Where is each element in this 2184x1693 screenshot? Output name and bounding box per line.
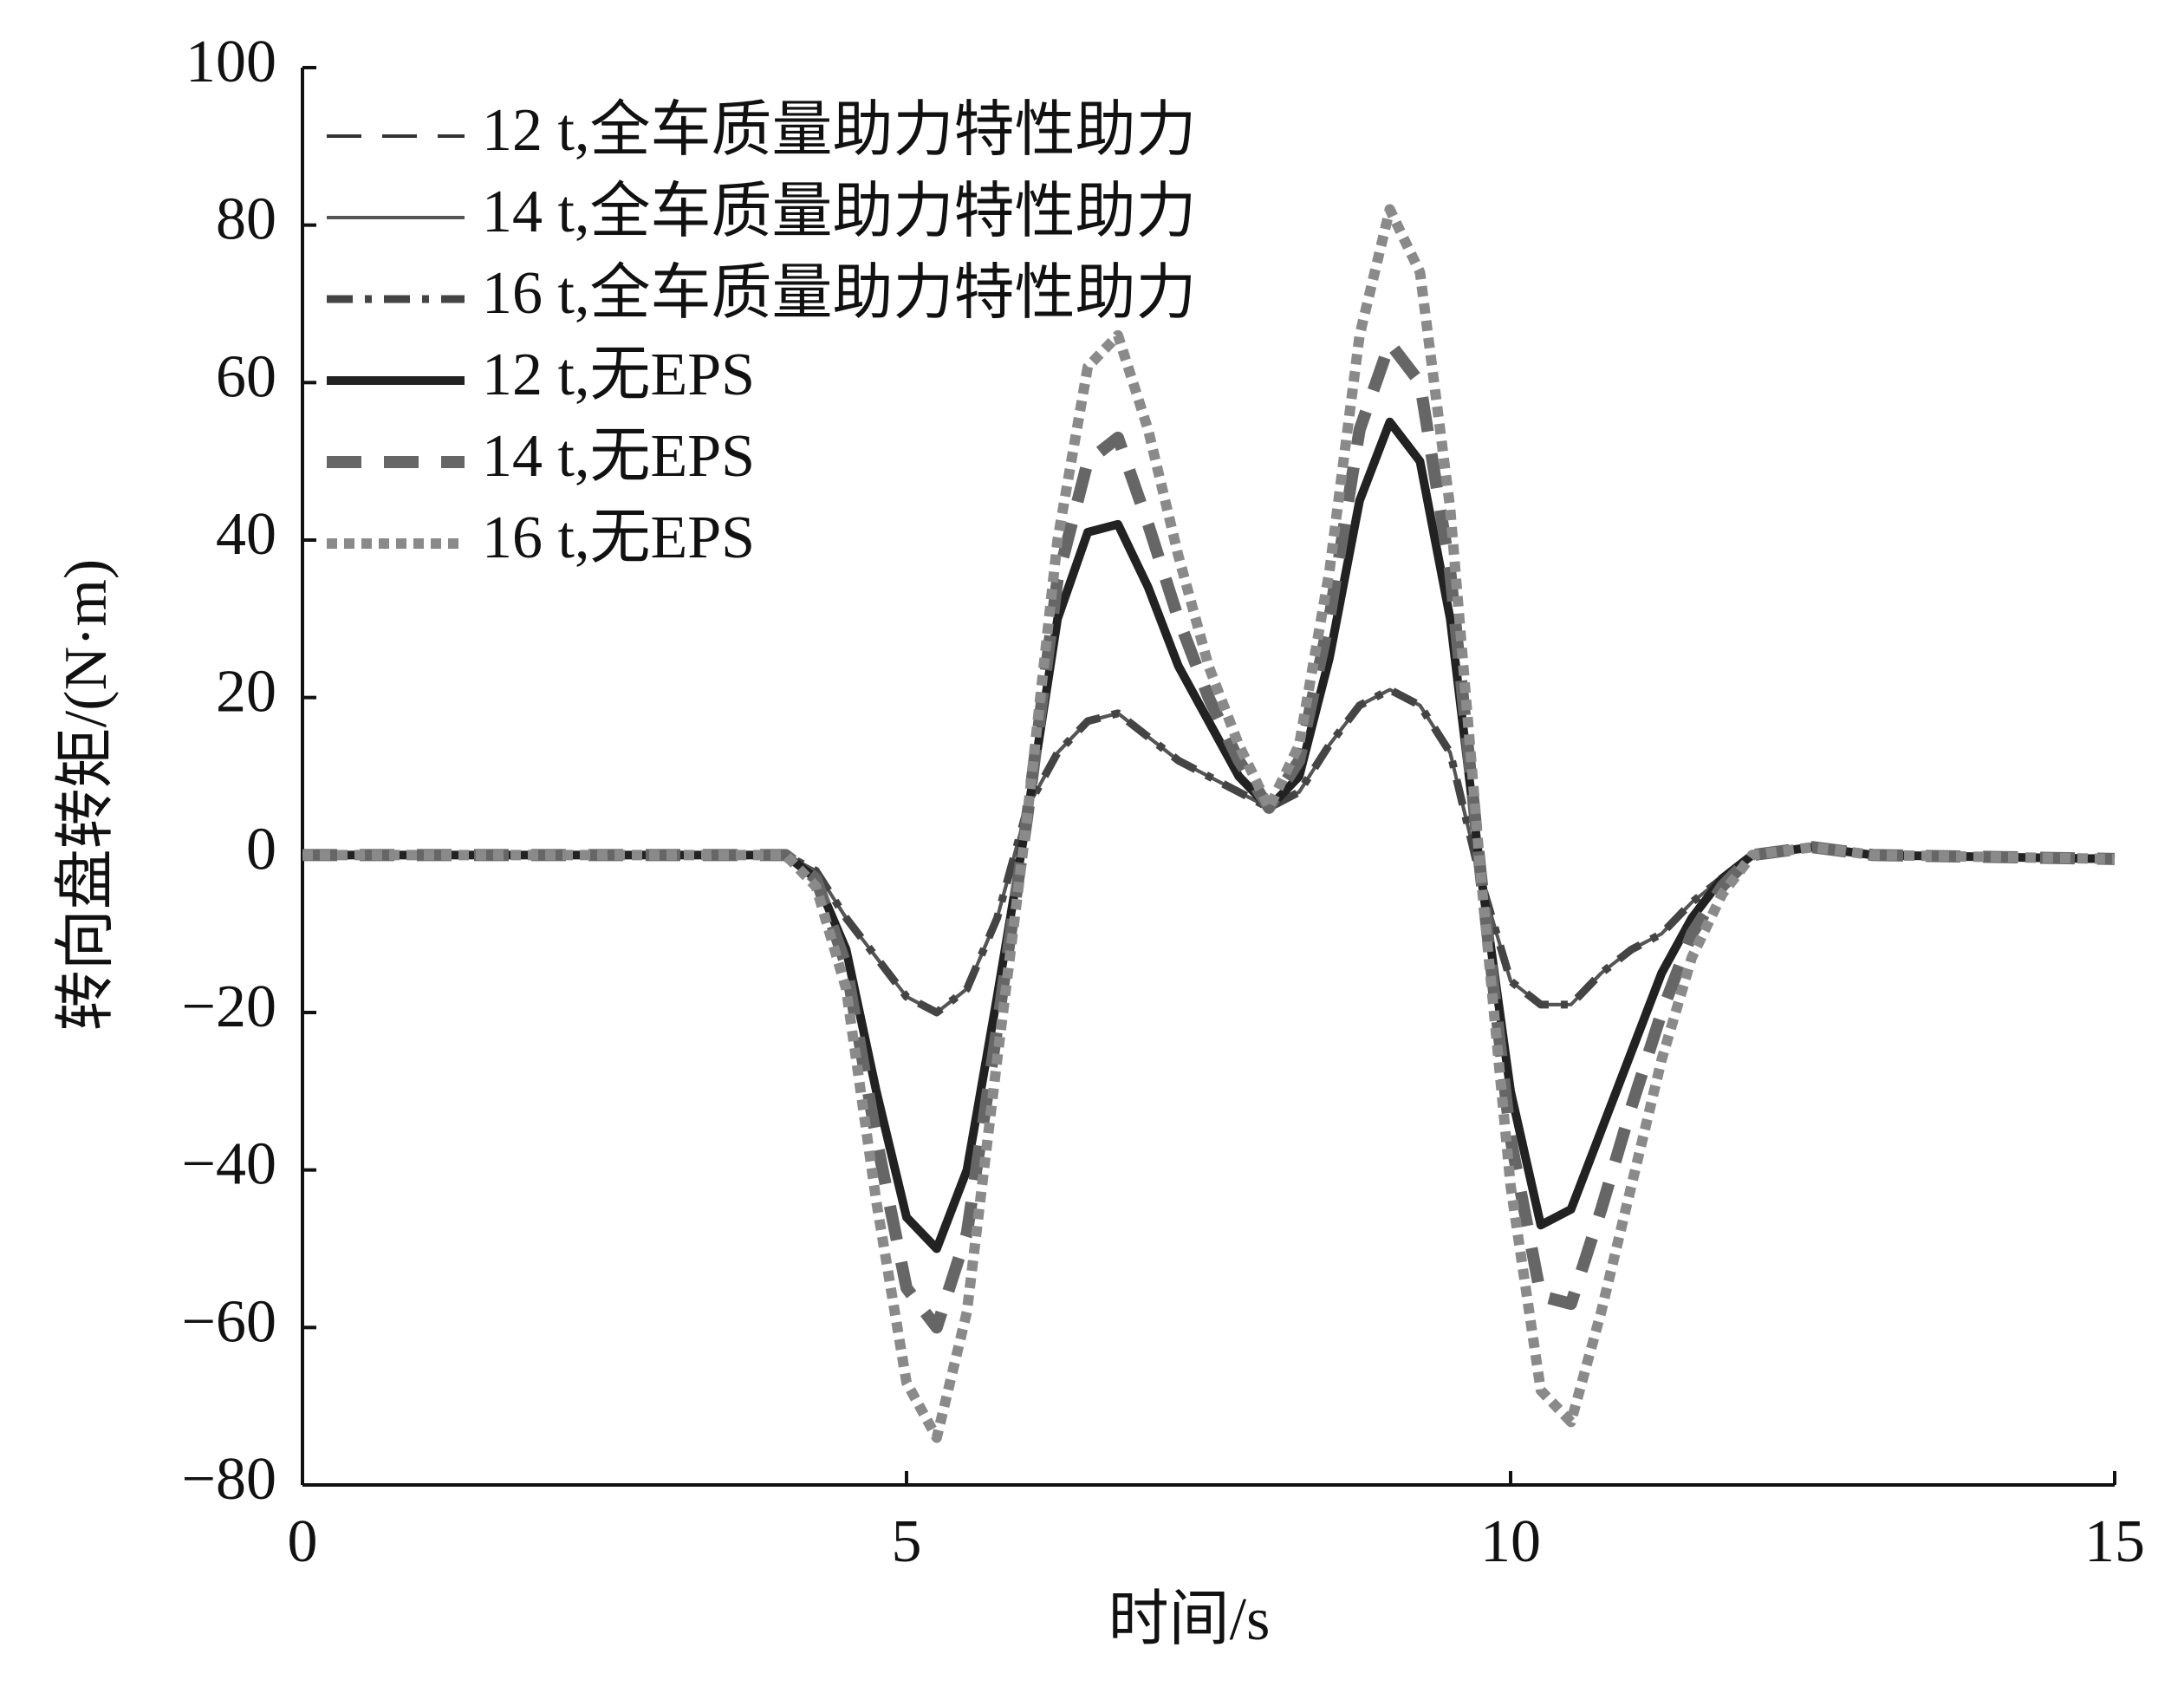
y-tick-label: −60: [182, 1288, 276, 1355]
y-tick-label: 20: [216, 659, 276, 726]
legend-label: 16 t,无EPS: [482, 505, 755, 571]
y-axis-title: 转向盘转矩/(N·m): [53, 559, 120, 1031]
x-axis-title: 时间/s: [1108, 1586, 1271, 1653]
series-line: [302, 417, 2116, 1253]
y-tick-label: 80: [216, 186, 276, 253]
y-tick-label: 60: [216, 343, 276, 410]
legend-label: 12 t,无EPS: [482, 342, 755, 408]
y-tick-label: −80: [182, 1446, 276, 1513]
series-line: [302, 686, 2116, 1017]
series-line: [302, 204, 2116, 1443]
y-tick-label: 40: [216, 501, 276, 568]
legend-label: 12 t,全车质量助力特性助力: [482, 97, 1196, 164]
x-tick-label: 15: [2084, 1508, 2145, 1575]
x-tick-label: 0: [288, 1508, 318, 1575]
series-line: [302, 336, 2116, 1334]
legend-label: 14 t,无EPS: [482, 423, 755, 490]
legend-label: 14 t,全车质量助力特性助力: [482, 179, 1196, 245]
y-tick-label: −40: [182, 1131, 276, 1198]
y-tick-label: 0: [246, 816, 276, 882]
x-tick-label: 10: [1480, 1508, 1541, 1575]
y-tick-label: 100: [185, 29, 276, 95]
legend-label: 16 t,全车质量助力特性助力: [482, 260, 1196, 327]
y-tick-label: −20: [182, 973, 276, 1040]
x-tick-label: 5: [892, 1508, 922, 1575]
